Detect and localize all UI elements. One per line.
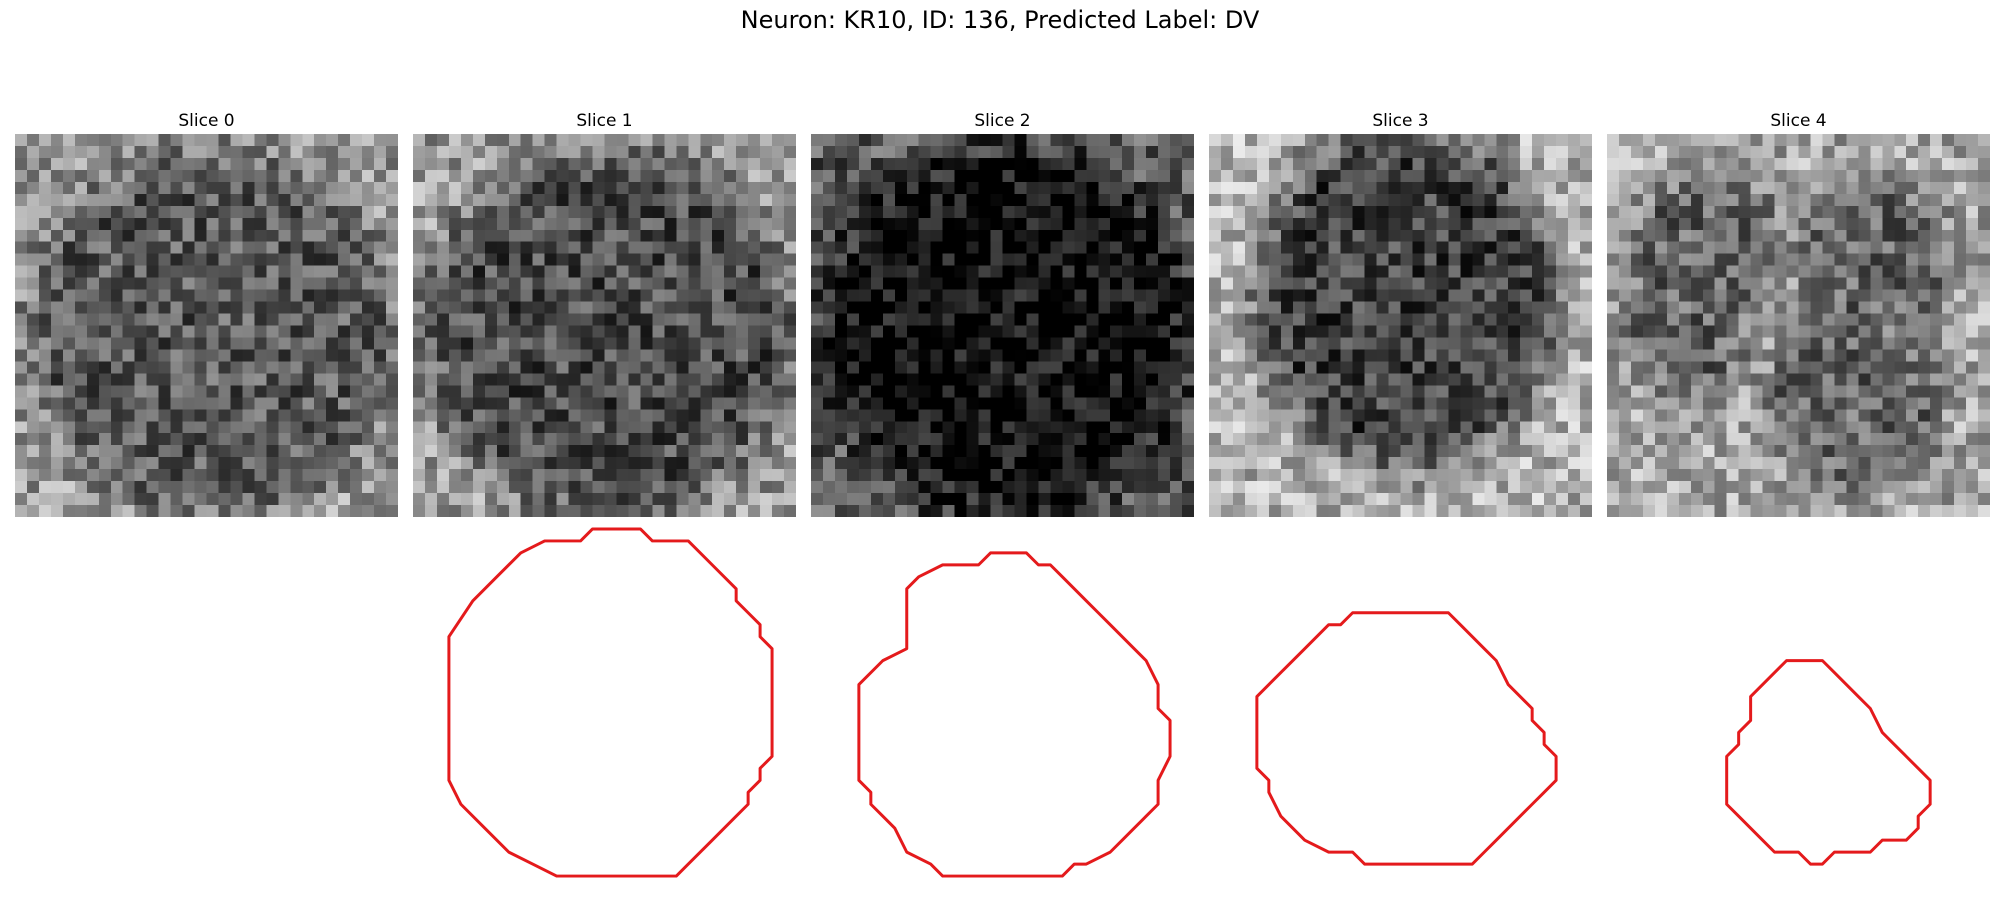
- slice-panel: Slice 1: [413, 108, 796, 904]
- slice-panel: Slice 0: [15, 108, 398, 517]
- contour-overlay: [447, 527, 774, 878]
- grayscale-image: [1209, 134, 1592, 517]
- slice-image: [1209, 134, 1592, 517]
- grayscale-image: [15, 134, 398, 517]
- slice-panel: Slice 4: [1607, 108, 1990, 904]
- contour-overlay: [1255, 611, 1558, 866]
- slice-title: Slice 1: [576, 111, 633, 131]
- grayscale-image: [811, 134, 1194, 517]
- grayscale-image: [413, 134, 796, 517]
- slice-panel: Slice 2: [811, 108, 1194, 904]
- slice-title: Slice 0: [178, 111, 235, 131]
- segmentation-contour: [447, 527, 774, 878]
- slice-title: Slice 2: [974, 111, 1031, 131]
- segmentation-contour: [1725, 659, 1932, 866]
- slice-title: Slice 4: [1770, 111, 1827, 131]
- segmentation-contour: [1255, 611, 1558, 866]
- slice-image: [811, 134, 1194, 517]
- slice-panel: Slice 3: [1209, 108, 1592, 904]
- figure-title: Neuron: KR10, ID: 136, Predicted Label: …: [740, 6, 1260, 34]
- slice-image: [15, 134, 398, 517]
- slice-title: Slice 3: [1372, 111, 1429, 131]
- grayscale-image: [1607, 134, 1990, 517]
- segmentation-contour: [857, 551, 1172, 878]
- slice-image: [413, 134, 796, 517]
- contour-overlay: [1725, 659, 1932, 866]
- contour-overlay: [857, 551, 1172, 878]
- slice-image: [1607, 134, 1990, 517]
